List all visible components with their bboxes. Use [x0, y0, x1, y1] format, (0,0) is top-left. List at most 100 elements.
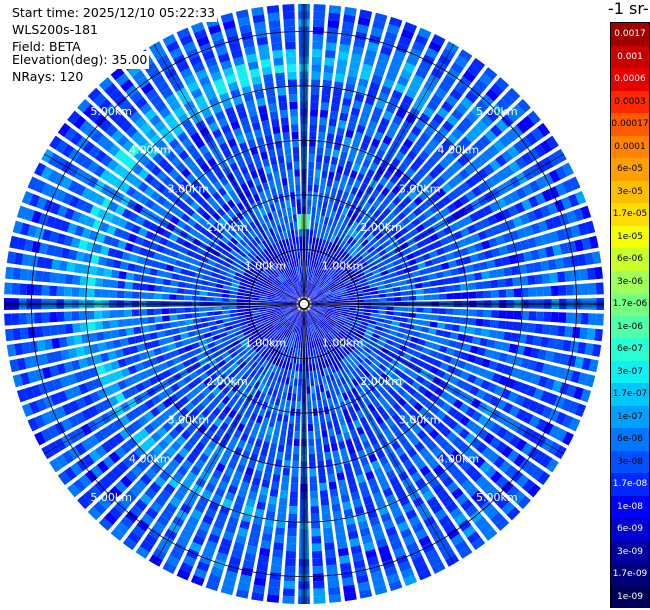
- ray-gate: [288, 513, 298, 522]
- ray-gate: [226, 390, 235, 399]
- ray-gate: [382, 38, 395, 49]
- ray-gate: [327, 259, 334, 267]
- ray-gate: [476, 347, 487, 357]
- ray-gate: [337, 318, 346, 324]
- ray-gate: [316, 445, 323, 454]
- ray-gate: [306, 393, 312, 402]
- ray-gate: [570, 224, 581, 238]
- ray-gate: [430, 405, 441, 416]
- ray-gate: [307, 199, 312, 207]
- ray-gate: [378, 298, 387, 302]
- ray-gate: [139, 539, 154, 553]
- colorbar-label: 6e-05: [611, 158, 649, 181]
- ray-gate: [312, 268, 317, 276]
- ray-gate: [537, 122, 551, 137]
- ray-gate: [117, 319, 126, 328]
- ray-gate: [318, 296, 326, 300]
- ray-gate: [337, 320, 345, 326]
- ray-gate: [176, 379, 187, 389]
- ray-gate: [475, 281, 484, 290]
- ray-gate: [359, 182, 368, 192]
- ray-gate: [186, 276, 195, 283]
- ray-gate: [165, 502, 178, 515]
- ray-gate: [475, 389, 487, 400]
- ray-gate: [205, 368, 215, 377]
- ray-gate: [485, 506, 499, 520]
- ray-gate: [254, 389, 262, 399]
- ray-gate: [154, 316, 163, 323]
- ray-gate: [166, 555, 180, 568]
- ray-gate: [493, 139, 506, 153]
- ray-gate: [327, 341, 334, 349]
- ray-gate: [397, 327, 406, 334]
- ray-gate: [414, 119, 427, 131]
- ray-gate: [387, 434, 397, 445]
- ray-gate: [199, 317, 209, 323]
- ray-gate: [340, 311, 349, 315]
- ray-gate: [78, 474, 92, 488]
- ray-gate: [229, 290, 238, 295]
- ray-gate: [313, 314, 320, 322]
- ray-gate: [64, 286, 73, 297]
- ray-gate: [312, 41, 323, 50]
- ray-gate: [513, 310, 522, 320]
- ray-gate: [135, 382, 146, 393]
- ray-gate: [308, 146, 316, 155]
- ray-gate: [299, 311, 302, 319]
- ray-gate: [94, 445, 107, 458]
- ray-gate: [345, 284, 354, 289]
- ray-gate: [309, 274, 313, 283]
- ray-gate: [306, 311, 309, 319]
- ray-gate: [340, 29, 353, 39]
- ray-gate: [456, 219, 466, 229]
- ray-gate: [206, 392, 216, 402]
- ray-gate: [289, 377, 294, 386]
- ray-gate: [550, 312, 559, 323]
- ray-gate: [232, 502, 244, 513]
- ray-gate: [481, 240, 491, 250]
- ray-gate: [548, 425, 561, 439]
- ray-gate: [315, 362, 320, 371]
- ray-gate: [325, 186, 332, 195]
- ray-gate: [311, 340, 315, 349]
- ray-gate: [573, 283, 582, 296]
- ray-gate: [375, 415, 384, 426]
- ray-gate: [432, 113, 445, 125]
- ray-gate: [90, 465, 104, 479]
- ray-gate: [161, 409, 173, 421]
- ray-gate: [528, 287, 537, 297]
- ray-gate: [350, 107, 361, 117]
- ray-gate: [329, 339, 336, 348]
- ray-gate: [289, 109, 298, 117]
- ray-gate: [220, 537, 233, 549]
- ray-gate: [256, 336, 264, 343]
- ray-gate: [322, 519, 332, 529]
- ray-gate: [577, 341, 587, 355]
- ray-gate: [465, 484, 479, 497]
- ray-gate: [119, 337, 129, 347]
- colorbar-label: 1.7e-09: [611, 563, 649, 586]
- ray-gate: [325, 308, 334, 311]
- ray-gate: [43, 338, 53, 351]
- ray-gate: [333, 236, 340, 245]
- ray-gate: [288, 362, 293, 371]
- ray-gate: [40, 428, 53, 442]
- ray-gate: [310, 306, 318, 311]
- ray-gate: [393, 368, 403, 377]
- ray-gate: [342, 14, 356, 24]
- ray-gate: [256, 323, 265, 329]
- ray-gate: [534, 403, 546, 416]
- ray-gate: [386, 297, 394, 302]
- ray-gate: [270, 347, 277, 355]
- ray-gate: [84, 469, 98, 483]
- ray-gate: [313, 370, 318, 379]
- ray-gate: [340, 296, 349, 299]
- ray-gate: [399, 285, 409, 291]
- ray-gate: [496, 496, 510, 510]
- ray-gate: [337, 119, 347, 129]
- ray-gate: [187, 435, 199, 447]
- ray-gate: [269, 442, 278, 452]
- ray-gate: [264, 433, 272, 443]
- ray-gate: [317, 399, 323, 409]
- ray-gate: [385, 288, 394, 293]
